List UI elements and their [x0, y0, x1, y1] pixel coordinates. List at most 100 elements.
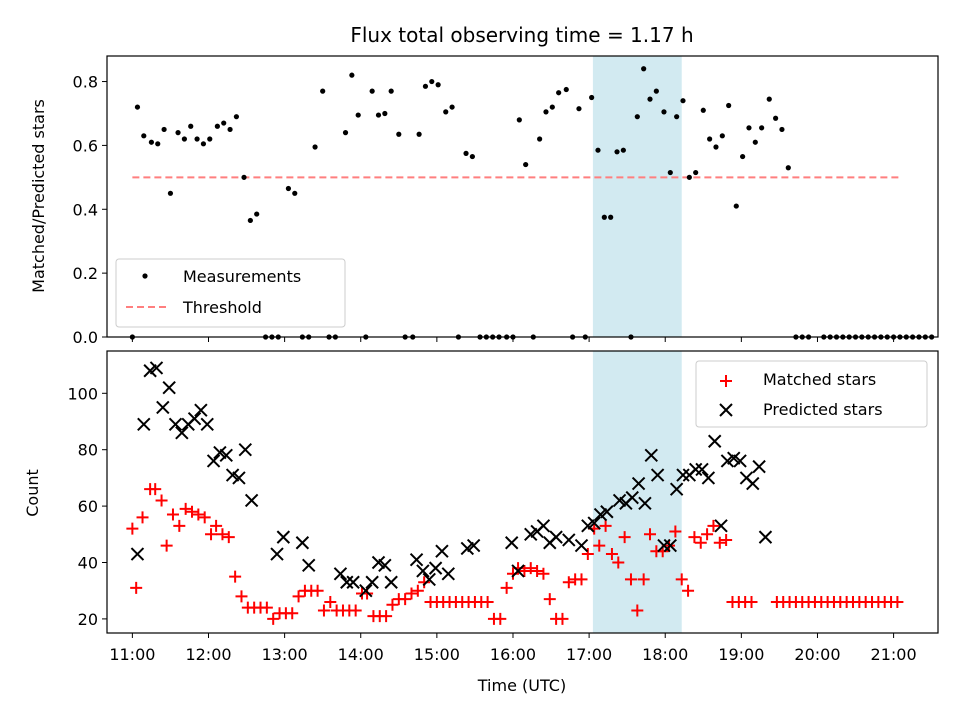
measurement-point: [148, 139, 155, 145]
matched-star-point: [575, 573, 588, 586]
matched-star-point: [688, 531, 701, 544]
measurement-point: [134, 104, 141, 110]
predicted-star-point: [631, 476, 646, 491]
measurement-point: [435, 82, 441, 88]
measurement-point: [200, 141, 207, 147]
predicted-star-point: [384, 575, 398, 589]
predicted-star-point: [688, 462, 703, 477]
predicted-star-point: [200, 417, 214, 432]
predicted-star-point: [359, 583, 373, 598]
matched-star-point: [707, 519, 720, 532]
measurement-point: [188, 123, 194, 129]
measurement-point: [449, 104, 455, 110]
measurement-point: [416, 131, 422, 137]
predicted-star-point: [346, 575, 360, 589]
measurement-point: [746, 125, 752, 131]
predicted-star-point: [422, 572, 436, 587]
top-y-tick-label: 0.6: [73, 136, 98, 155]
predicted-star-point: [752, 459, 766, 474]
predicted-star-point: [511, 564, 525, 578]
matched-star-point: [745, 595, 758, 608]
predicted-star-point: [340, 575, 354, 589]
x-tick-label: 17:00: [566, 645, 612, 664]
predicted-star-point: [428, 561, 443, 575]
measurement-point: [752, 139, 758, 145]
measurement-point: [429, 78, 435, 85]
measurement-point: [537, 136, 543, 142]
matched-star-point: [292, 590, 305, 603]
matched-star-point: [891, 595, 904, 608]
predicted-star-point: [708, 434, 722, 448]
measurement-point: [181, 136, 187, 142]
measurement-point: [369, 88, 375, 94]
matched-star-point: [644, 528, 657, 541]
predicted-star-point: [244, 493, 259, 508]
matched-star-point: [637, 573, 650, 586]
x-tick-label: 20:00: [794, 645, 840, 664]
matched-star-point: [631, 604, 644, 617]
predicted-star-point: [441, 567, 455, 581]
matched-star-point: [694, 536, 707, 549]
top-y-ticks: 0.0 0.2 0.4 0.6 0.8: [73, 73, 107, 347]
measurement-points: [129, 66, 935, 340]
measurement-point: [214, 123, 220, 129]
legend-threshold-label: Threshold: [182, 298, 262, 317]
matched-star-point: [500, 581, 513, 594]
matched-star-point: [701, 528, 714, 541]
predicted-star-point: [650, 468, 665, 482]
matched-star-point: [720, 533, 733, 546]
matched-star-point: [531, 564, 544, 577]
measurement-point: [563, 86, 569, 93]
measurement-point: [388, 88, 394, 94]
x-tick-label: 15:00: [414, 645, 460, 664]
predicted-star-point: [378, 558, 392, 573]
bottom-y-axis-label: Count: [23, 469, 42, 517]
matched-star-point: [612, 556, 625, 569]
measurement-point: [194, 136, 200, 142]
x-tick-label: 11:00: [109, 645, 155, 664]
measurement-point: [175, 130, 181, 136]
predicted-star-point: [549, 530, 563, 544]
matched-star-point: [130, 581, 143, 594]
measurement-point: [661, 109, 667, 115]
x-tick-label: 21:00: [871, 645, 917, 664]
measurement-point: [713, 144, 719, 150]
x-tick-label: 13:00: [262, 645, 308, 664]
predicted-star-point: [238, 442, 252, 457]
matched-star-point: [349, 604, 362, 617]
predicted-star-point: [270, 547, 284, 561]
observing-window-band: [592, 56, 682, 337]
bottom-y-tick-label: 60: [78, 497, 98, 516]
predicted-star-point: [701, 471, 716, 485]
matched-star-point: [222, 531, 235, 544]
predicted-star-point: [295, 536, 310, 550]
measurement-point: [227, 126, 233, 133]
measurement-point: [620, 147, 626, 153]
x-tick-label: 14:00: [338, 645, 384, 664]
matched-star-point: [155, 494, 168, 507]
measurement-point: [719, 133, 725, 139]
matched-star-point: [543, 593, 556, 606]
predicted-star-point: [435, 544, 449, 558]
measurement-point: [161, 126, 167, 133]
matched-stars-points: [126, 483, 904, 625]
predicted-star-point: [276, 530, 291, 544]
measurement-point: [254, 211, 260, 217]
measurement-point: [601, 214, 607, 220]
chart-title: Flux total observing time = 1.17 h: [350, 23, 693, 47]
matched-star-point: [311, 584, 324, 597]
predicted-star-point: [644, 448, 658, 463]
predicted-star-point: [162, 380, 176, 395]
measurement-point: [686, 174, 692, 180]
matched-star-point: [713, 536, 726, 549]
measurement-point: [382, 110, 388, 117]
measurement-point: [759, 125, 765, 131]
legend-measurements-label: Measurements: [183, 267, 301, 286]
measurement-point: [674, 114, 680, 120]
measurement-point: [155, 141, 161, 147]
measurement-point: [516, 117, 522, 123]
predicted-star-point: [625, 490, 639, 505]
measurement-point: [443, 109, 449, 115]
matched-star-point: [386, 598, 399, 611]
